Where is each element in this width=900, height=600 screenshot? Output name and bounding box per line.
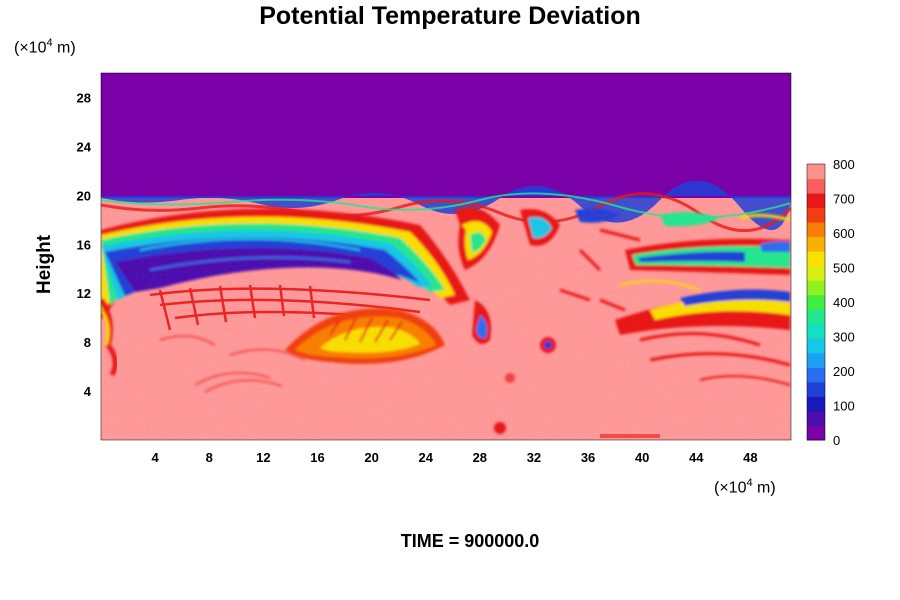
colorbar-tick-label: 400 [833,295,855,310]
x-tick-label: 24 [418,450,433,465]
x-tick-label: 36 [581,450,595,465]
colorbar-swatch [807,381,825,397]
colorbar-tick-label: 200 [833,364,855,379]
colorbar-swatch [807,207,825,223]
colorbar-swatch [807,352,825,368]
colorbar-swatch [807,410,825,426]
y-tick-label: 12 [77,286,91,301]
x-axis-ticks: 4 8 12 16 20 24 28 32 36 40 44 48 [152,450,758,465]
colorbar-swatch [807,294,825,310]
chart-title: Potential Temperature Deviation [259,2,641,30]
colorbar-swatch [807,309,825,325]
colorbar-tick-label: 700 [833,192,855,207]
upper-layer [101,73,791,198]
y-tick-label: 24 [77,139,92,154]
y-tick-label: 20 [77,188,91,203]
colorbar-swatch [807,425,825,441]
colorbar-swatch [807,222,825,238]
colorbar-swatch [807,338,825,354]
colorbar-swatch [807,236,825,252]
colorbar-tick-label: 800 [833,157,855,172]
colorbar-swatch [807,178,825,194]
y-tick-label: 8 [84,335,91,350]
time-label: TIME = 900000.0 [400,531,540,551]
colorbar-tick-label: 100 [833,399,855,414]
x-tick-label: 28 [473,450,487,465]
y-axis-ticks: 4 8 12 16 20 24 28 [77,90,92,399]
x-tick-label: 4 [152,450,160,465]
x-axis-unit: (×104 m) [714,477,776,497]
plot-frame [100,72,792,441]
colorbar-tick-label: 500 [833,261,855,276]
colorbar-swatch [807,367,825,383]
y-axis-unit: (×104 m) [14,37,76,57]
colorbar-frame [806,163,826,441]
colorbar-swatch [807,280,825,296]
colorbar-swatch [807,396,825,412]
field-texture [101,198,791,440]
x-tick-label: 8 [206,450,213,465]
colorbar-swatch [807,265,825,281]
colorbar: 0 100 200 300 400 500 600 700 800 [806,157,855,448]
colorbar-tick-label: 300 [833,330,855,345]
x-tick-label: 48 [743,450,757,465]
colorbar-swatch [807,193,825,209]
colorbar-swatch [807,164,825,180]
colorbar-swatch [807,323,825,339]
x-tick-label: 40 [635,450,649,465]
x-tick-label: 16 [310,450,324,465]
x-tick-label: 44 [689,450,704,465]
x-tick-label: 12 [256,450,270,465]
y-tick-label: 16 [77,237,91,252]
x-tick-label: 32 [527,450,541,465]
colorbar-swatch [807,251,825,267]
colorbar-tick-label: 600 [833,226,855,241]
y-tick-label: 28 [77,90,91,105]
y-tick-label: 4 [84,384,92,399]
x-tick-label: 20 [364,450,378,465]
colorbar-tick-label: 0 [833,433,840,448]
